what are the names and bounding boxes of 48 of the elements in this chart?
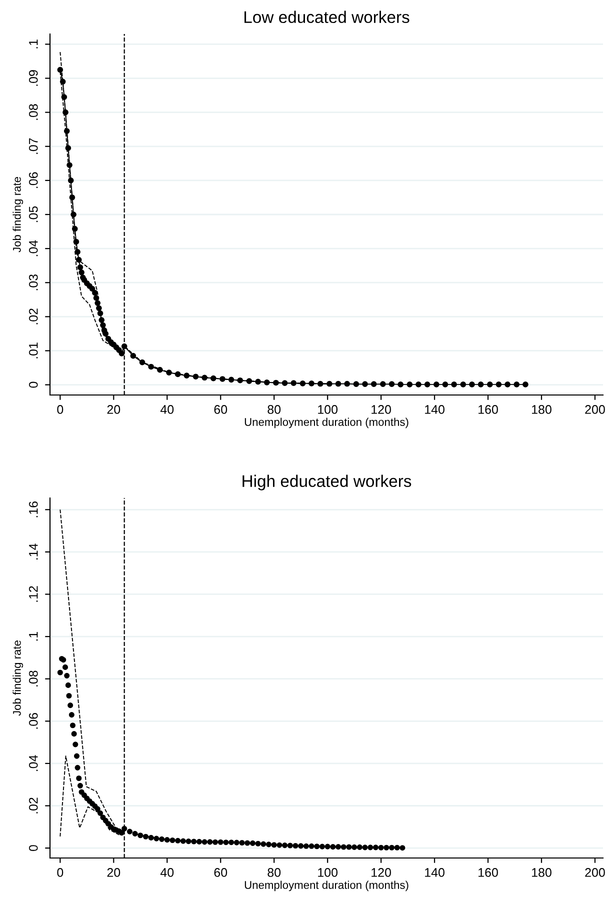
y-axis-title: Job finding rate — [12, 177, 24, 252]
y-tick-label: .07 — [28, 138, 38, 154]
x-tick-label: 20 — [107, 405, 120, 414]
x-tick-label: 140 — [425, 868, 444, 877]
chart-title: Low educated workers — [244, 10, 410, 24]
y-tick-label: .03 — [28, 274, 38, 290]
y-tick-label: .16 — [28, 501, 38, 518]
x-tick-label: 60 — [214, 868, 228, 877]
x-tick-label: 0 — [57, 868, 64, 877]
x-axis-title: Unemployment duration (months) — [244, 418, 408, 428]
y-tick-label: .09 — [28, 70, 38, 86]
y-tick-label: .05 — [28, 206, 38, 222]
x-tick-label: 120 — [372, 405, 391, 414]
x-tick-label: 180 — [532, 868, 552, 877]
y-tick-label: .06 — [28, 713, 38, 729]
x-tick-label: 40 — [160, 405, 174, 414]
y-tick-label: .08 — [28, 670, 38, 686]
y-tick-label: .02 — [28, 308, 38, 324]
x-tick-label: 180 — [532, 405, 552, 414]
y-tick-label: .1 — [29, 632, 38, 641]
y-tick-label: .02 — [28, 798, 38, 814]
y-tick-label: 0 — [28, 845, 38, 852]
y-tick-label: .04 — [28, 240, 38, 256]
y-tick-label: .12 — [28, 586, 38, 602]
x-tick-label: 0 — [57, 405, 64, 414]
x-axis-title: Unemployment duration (months) — [244, 880, 408, 892]
x-tick-label: 120 — [372, 868, 391, 877]
x-tick-label: 80 — [268, 868, 281, 877]
x-tick-label: 100 — [318, 405, 338, 414]
x-tick-label: 160 — [478, 405, 498, 414]
y-tick-label: .01 — [28, 342, 38, 358]
x-tick-label: 40 — [160, 868, 174, 877]
y-tick-label: .14 — [29, 544, 38, 560]
y-tick-label: .06 — [28, 172, 38, 188]
x-tick-label: 80 — [268, 405, 281, 414]
x-tick-label: 200 — [585, 405, 605, 414]
x-tick-label: 200 — [585, 868, 605, 877]
x-tick-label: 140 — [425, 405, 444, 414]
y-tick-label: .04 — [28, 755, 38, 771]
y-axis-title: Job finding rate — [12, 640, 24, 716]
x-tick-label: 20 — [107, 868, 120, 877]
x-tick-label: 100 — [318, 868, 338, 877]
chart-title: High educated workers — [242, 474, 412, 490]
x-tick-label: 60 — [214, 405, 228, 414]
y-tick-label: .1 — [29, 40, 38, 48]
x-tick-label: 160 — [478, 868, 498, 877]
y-tick-label: .08 — [28, 104, 38, 120]
y-tick-label: 0 — [28, 382, 38, 388]
